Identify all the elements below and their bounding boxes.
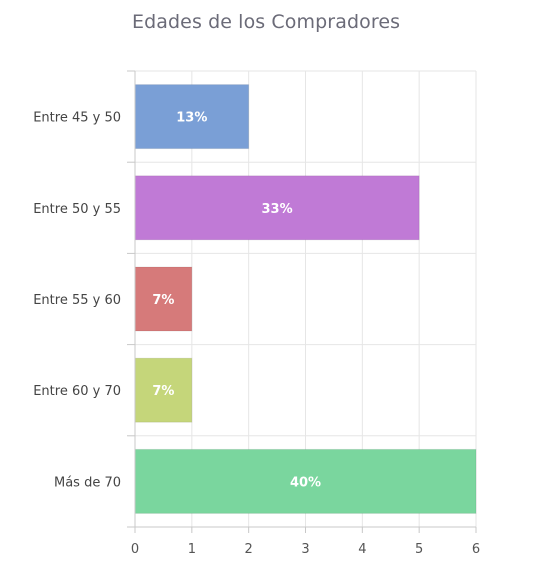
chart-title: Edades de los Compradores	[132, 11, 401, 33]
category-label: Entre 55 y 60	[33, 293, 121, 308]
x-tick-label: 3	[301, 542, 309, 557]
bars-layer	[134, 84, 477, 514]
x-tick-label: 2	[245, 542, 253, 557]
category-label: Entre 60 y 70	[33, 384, 121, 399]
x-tick-label: 1	[188, 542, 196, 557]
x-tick-label: 4	[358, 542, 366, 557]
axis-layer: 0 1 2 3 4 5 6 Entre 45 y 50 Entre 50 y 55 Entre 5…	[33, 70, 480, 557]
data-label: 33%	[262, 202, 293, 217]
labels-layer: 13% 33% 7% 7% 40%	[152, 111, 321, 491]
category-label: Entre 50 y 55	[33, 202, 121, 217]
bar-1	[134, 84, 250, 150]
category-label: Más de 70	[54, 475, 121, 490]
data-label: 7%	[152, 293, 174, 308]
data-label: 7%	[152, 384, 174, 399]
x-tick-label: 5	[415, 542, 423, 557]
x-tick-label: 0	[131, 542, 139, 557]
data-label: 13%	[176, 111, 207, 126]
bar-5	[134, 448, 477, 514]
bar-2	[134, 175, 420, 241]
category-label: Entre 45 y 50	[33, 111, 121, 126]
x-tick-label: 6	[472, 542, 480, 557]
data-label: 40%	[290, 475, 321, 490]
